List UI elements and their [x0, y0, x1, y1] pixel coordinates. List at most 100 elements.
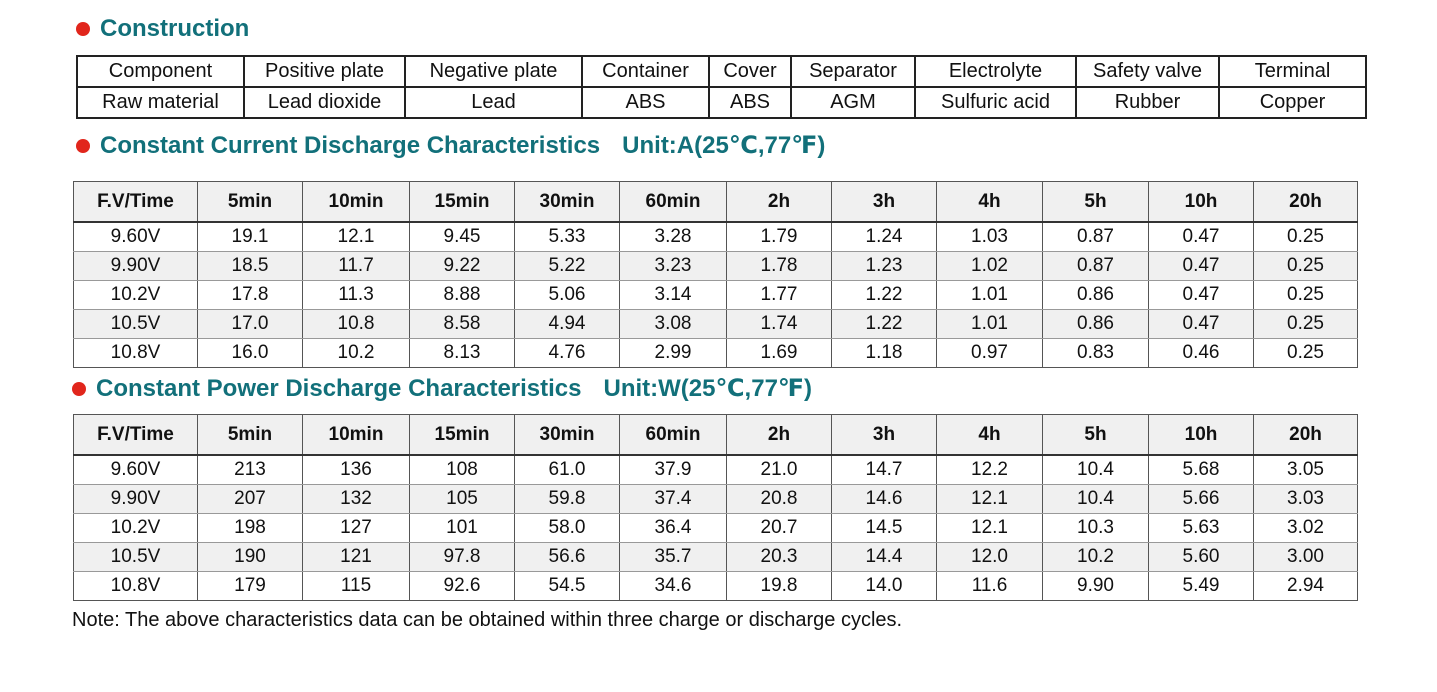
column-header: 15min	[409, 181, 515, 223]
column-header: 2h	[726, 181, 832, 223]
table-cell: 37.4	[619, 484, 727, 514]
table-cell: 56.6	[514, 542, 620, 572]
table-cell: 5.06	[514, 280, 620, 310]
table-cell: 10.8V	[73, 338, 198, 368]
table-cell: Cover	[708, 55, 792, 88]
table-cell: Rubber	[1075, 86, 1220, 119]
table-cell: 12.1	[302, 221, 410, 252]
table-row: 9.60V 213 136 108 61.0 37.9 21.0 14.7 12.2 10.4 5.…	[73, 454, 1358, 485]
table-cell: 5.60	[1148, 542, 1254, 572]
column-header: 20h	[1253, 414, 1358, 456]
table-cell: 105	[409, 484, 515, 514]
column-header: 10min	[302, 414, 410, 456]
table-cell: 97.8	[409, 542, 515, 572]
table-cell: 198	[197, 513, 303, 543]
table-cell: 127	[302, 513, 410, 543]
table-cell: 1.77	[726, 280, 832, 310]
current-unit: Unit:A(25℃,77℉)	[622, 132, 826, 159]
column-header: 5h	[1042, 181, 1149, 223]
table-cell: 36.4	[619, 513, 727, 543]
table-cell: 0.47	[1148, 309, 1254, 339]
table-cell: 2.99	[619, 338, 727, 368]
table-row: 10.5V 17.0 10.8 8.58 4.94 3.08 1.74 1.22 1.01 0.8…	[73, 309, 1358, 339]
table-cell: 0.47	[1148, 221, 1254, 252]
column-header: 2h	[726, 414, 832, 456]
table-row: Raw material Lead dioxide Lead ABS ABS AGM Sul…	[76, 86, 1367, 119]
table-cell: 0.83	[1042, 338, 1149, 368]
table-cell: 0.47	[1148, 251, 1254, 281]
table-row: 10.8V 179 115 92.6 54.5 34.6 19.8 14.0 11.6 9.90 5…	[73, 571, 1358, 601]
table-cell: 1.69	[726, 338, 832, 368]
table-cell: 14.6	[831, 484, 937, 514]
table-cell: 0.87	[1042, 221, 1149, 252]
column-header: 10min	[302, 181, 410, 223]
table-cell: 16.0	[197, 338, 303, 368]
table-cell: 5.33	[514, 221, 620, 252]
table-cell: 1.22	[831, 309, 937, 339]
table-cell: Sulfuric acid	[914, 86, 1077, 119]
table-cell: 1.79	[726, 221, 832, 252]
table-cell: 34.6	[619, 571, 727, 601]
table-cell: 1.18	[831, 338, 937, 368]
table-cell: 0.87	[1042, 251, 1149, 281]
construction-heading: Construction	[76, 15, 249, 43]
table-cell: 0.46	[1148, 338, 1254, 368]
table-cell: 1.03	[936, 221, 1043, 252]
table-cell: 1.01	[936, 280, 1043, 310]
power-discharge-table: F.V/Time 5min 10min 15min 30min 60min 2h 3h 4h 5h…	[73, 414, 1358, 601]
table-cell: 11.7	[302, 251, 410, 281]
table-cell: 0.25	[1253, 221, 1358, 252]
bullet-dot-icon	[72, 381, 86, 396]
table-cell: 4.76	[514, 338, 620, 368]
table-cell: 10.2V	[73, 280, 198, 310]
table-cell: 11.6	[936, 571, 1043, 601]
table-cell: 10.5V	[73, 309, 198, 339]
table-cell: 14.4	[831, 542, 937, 572]
table-cell: 0.86	[1042, 309, 1149, 339]
table-cell: 190	[197, 542, 303, 572]
table-cell: Terminal	[1218, 55, 1367, 88]
table-cell: 10.2V	[73, 513, 198, 543]
table-cell: 1.78	[726, 251, 832, 281]
table-cell: 101	[409, 513, 515, 543]
table-cell: 213	[197, 454, 303, 485]
column-header: 60min	[619, 181, 727, 223]
table-cell: 12.0	[936, 542, 1043, 572]
table-cell: 2.94	[1253, 571, 1358, 601]
table-cell: Raw material	[76, 86, 245, 119]
table-cell: 19.8	[726, 571, 832, 601]
table-cell: 3.00	[1253, 542, 1358, 572]
table-cell: 8.58	[409, 309, 515, 339]
column-header: 3h	[831, 414, 937, 456]
table-cell: Lead dioxide	[243, 86, 406, 119]
column-header: 4h	[936, 181, 1043, 223]
table-cell: 10.4	[1042, 484, 1149, 514]
table-cell: 4.94	[514, 309, 620, 339]
table-cell: 10.2	[302, 338, 410, 368]
table-cell: Copper	[1218, 86, 1367, 119]
table-cell: 20.3	[726, 542, 832, 572]
table-cell: 0.47	[1148, 280, 1254, 310]
table-cell: 18.5	[197, 251, 303, 281]
column-header: F.V/Time	[73, 181, 198, 223]
table-cell: 3.14	[619, 280, 727, 310]
table-cell: 9.60V	[73, 454, 198, 485]
table-cell: 9.90V	[73, 251, 198, 281]
table-cell: 8.13	[409, 338, 515, 368]
table-cell: 1.01	[936, 309, 1043, 339]
column-header: 4h	[936, 414, 1043, 456]
table-row: 10.2V 198 127 101 58.0 36.4 20.7 14.5 12.1 10.3 5.…	[73, 513, 1358, 543]
table-cell: 37.9	[619, 454, 727, 485]
table-cell: 5.22	[514, 251, 620, 281]
table-cell: 12.2	[936, 454, 1043, 485]
table-header-row: F.V/Time 5min 10min 15min 30min 60min 2h 3h 4h 5h…	[73, 181, 1358, 223]
column-header: 10h	[1148, 414, 1254, 456]
table-cell: 9.90	[1042, 571, 1149, 601]
power-title: Constant Power Discharge Characteristics	[96, 374, 582, 402]
table-cell: Container	[581, 55, 710, 88]
table-cell: 132	[302, 484, 410, 514]
current-title: Constant Current Discharge Characteristi…	[100, 131, 601, 159]
table-cell: 179	[197, 571, 303, 601]
table-cell: 9.60V	[73, 221, 198, 252]
table-cell: 14.5	[831, 513, 937, 543]
